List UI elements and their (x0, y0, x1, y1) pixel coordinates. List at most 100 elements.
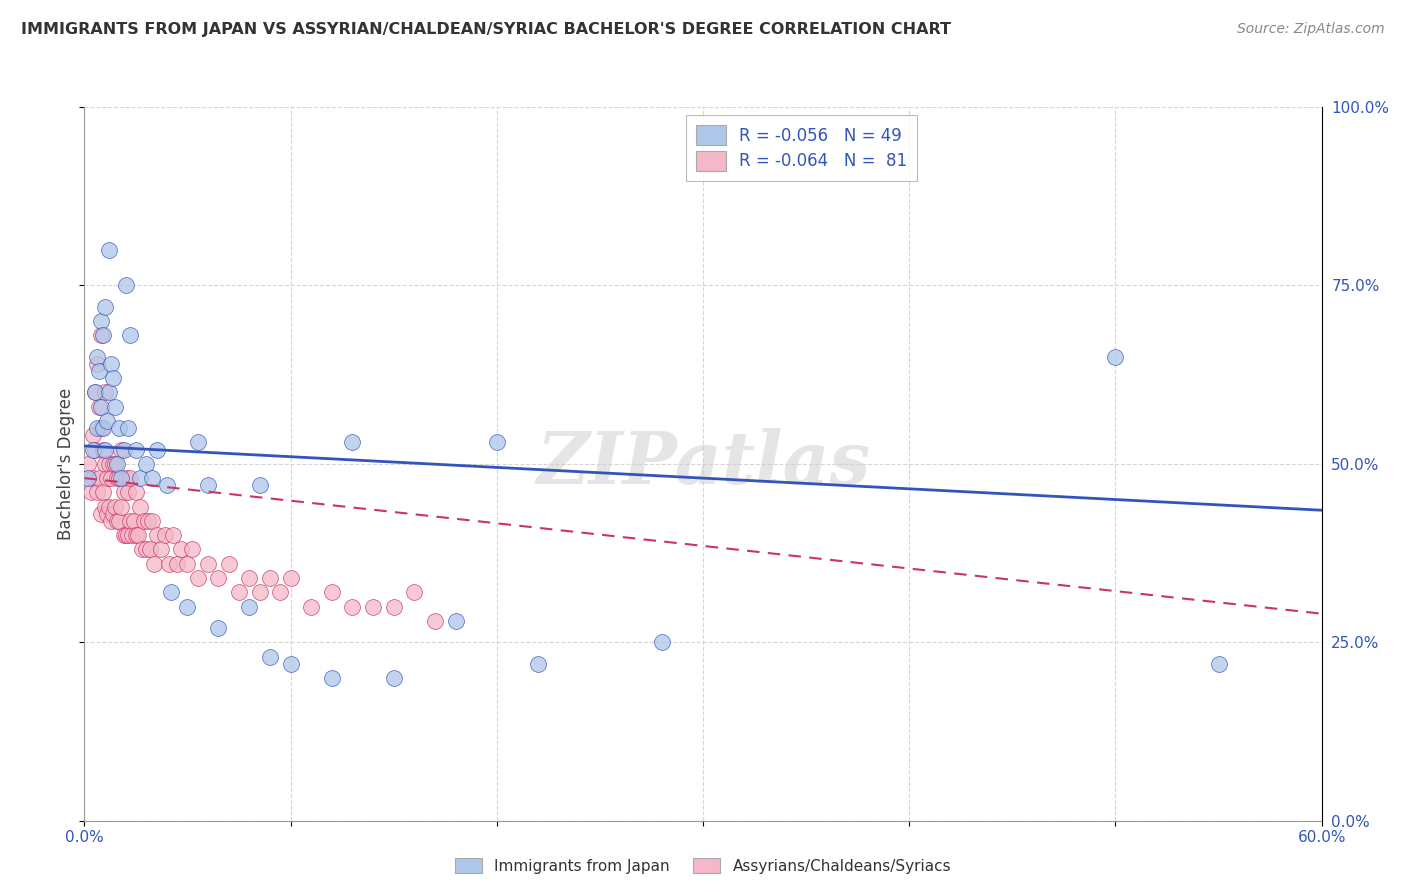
Point (129, 471, 152, 485)
Point (86, 357, 108, 371)
Point (118, 471, 141, 485)
Text: IMMIGRANTS FROM JAPAN VS ASSYRIAN/CHALDEAN/SYRIAC BACHELOR'S DEGREE CORRELATION : IMMIGRANTS FROM JAPAN VS ASSYRIAN/CHALDE… (21, 22, 950, 37)
Point (91, 485, 114, 500)
Point (83, 442, 105, 457)
Point (114, 278, 136, 293)
Point (91, 442, 114, 457)
Point (129, 500, 152, 514)
Point (98, 385, 121, 400)
Point (98, 457, 121, 471)
Y-axis label: Bachelor's Degree: Bachelor's Degree (58, 388, 76, 540)
Point (280, 571, 302, 585)
Point (207, 621, 229, 635)
Point (141, 471, 163, 485)
Point (86, 350, 108, 364)
Point (100, 357, 122, 371)
Point (110, 500, 132, 514)
Point (166, 557, 188, 571)
Point (114, 471, 136, 485)
Point (103, 457, 125, 471)
Point (91, 421, 114, 435)
Point (259, 571, 281, 585)
Point (90, 507, 112, 521)
Point (321, 671, 343, 685)
Point (82, 471, 104, 485)
Point (125, 485, 148, 500)
Point (269, 585, 291, 599)
Point (143, 557, 166, 571)
Point (104, 457, 127, 471)
Point (98, 500, 121, 514)
Point (108, 514, 131, 528)
Point (79, 485, 101, 500)
Point (139, 542, 162, 557)
Point (176, 557, 198, 571)
Point (145, 528, 167, 542)
Point (228, 585, 250, 599)
Point (98, 243, 121, 257)
Point (105, 514, 128, 528)
Point (125, 528, 148, 542)
Point (187, 435, 209, 450)
Text: Source: ZipAtlas.com: Source: ZipAtlas.com (1237, 22, 1385, 37)
Point (127, 528, 149, 542)
Point (423, 614, 446, 628)
Point (90, 400, 112, 414)
Point (82, 428, 104, 442)
Point (103, 507, 125, 521)
Point (83, 385, 105, 400)
Point (77, 471, 100, 485)
Point (485, 435, 508, 450)
Point (108, 471, 131, 485)
Point (299, 599, 322, 614)
Point (170, 542, 193, 557)
Point (90, 328, 112, 343)
Point (156, 478, 179, 492)
Point (96, 414, 118, 428)
Point (112, 485, 135, 500)
Point (218, 557, 240, 571)
Point (86, 421, 108, 435)
Point (90, 421, 112, 435)
Point (96, 507, 118, 521)
Point (280, 657, 302, 671)
Point (162, 528, 184, 542)
Point (105, 471, 128, 485)
Point (153, 528, 176, 542)
Point (90, 314, 112, 328)
Point (1208, 657, 1230, 671)
Point (108, 421, 131, 435)
Point (94, 300, 117, 314)
Point (87, 400, 110, 414)
Point (187, 571, 209, 585)
Point (342, 599, 364, 614)
Point (249, 478, 271, 492)
Point (342, 435, 364, 450)
Point (104, 500, 127, 514)
Point (136, 514, 159, 528)
Point (117, 485, 139, 500)
Point (112, 528, 135, 542)
Point (134, 514, 156, 528)
Point (135, 542, 157, 557)
Point (527, 657, 550, 671)
Point (121, 528, 143, 542)
Point (238, 599, 260, 614)
Text: ZIPatlas: ZIPatlas (536, 428, 870, 500)
Point (125, 442, 148, 457)
Point (176, 599, 198, 614)
Point (118, 514, 141, 528)
Legend: R = -0.056   N = 49, R = -0.064   N =  81: R = -0.056 N = 49, R = -0.064 N = 81 (686, 115, 917, 180)
Point (361, 599, 384, 614)
Point (110, 471, 132, 485)
Point (83, 385, 105, 400)
Point (117, 421, 139, 435)
Point (94, 385, 117, 400)
Point (444, 614, 467, 628)
Point (100, 471, 122, 485)
Point (135, 457, 157, 471)
Point (87, 471, 110, 485)
Point (82, 442, 104, 457)
Point (207, 571, 229, 585)
Point (104, 400, 127, 414)
